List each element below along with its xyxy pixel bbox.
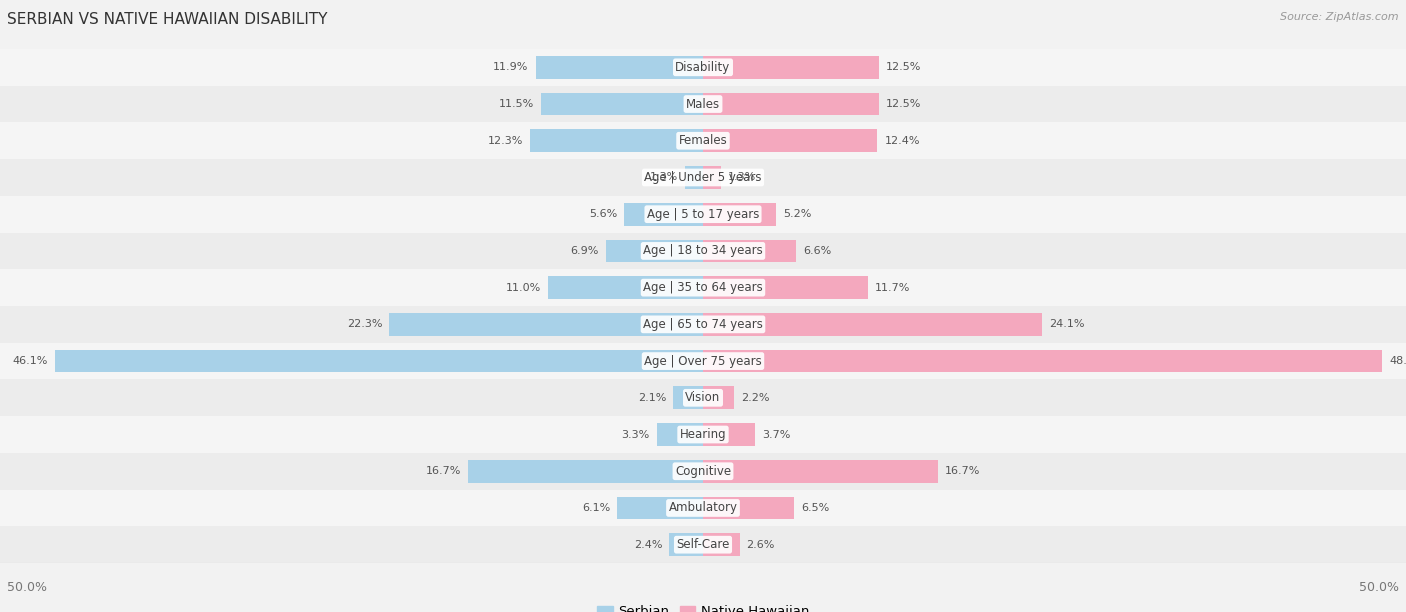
Bar — [536, 56, 703, 79]
Bar — [703, 496, 794, 520]
Bar — [703, 386, 734, 409]
Bar — [548, 276, 703, 299]
Bar — [703, 166, 721, 189]
Bar — [0, 86, 1406, 122]
Text: 22.3%: 22.3% — [347, 319, 382, 329]
Text: 2.1%: 2.1% — [638, 393, 666, 403]
Bar — [0, 526, 1406, 563]
Bar — [703, 533, 740, 556]
Bar — [55, 349, 703, 373]
Bar — [0, 49, 1406, 86]
Bar — [657, 423, 703, 446]
Text: Ambulatory: Ambulatory — [668, 501, 738, 515]
Text: 11.7%: 11.7% — [875, 283, 910, 293]
Text: 1.3%: 1.3% — [728, 173, 756, 182]
Bar — [530, 129, 703, 152]
Bar — [703, 423, 755, 446]
Text: 1.3%: 1.3% — [650, 173, 678, 182]
Text: Age | Under 5 years: Age | Under 5 years — [644, 171, 762, 184]
Text: 24.1%: 24.1% — [1049, 319, 1084, 329]
Text: 12.5%: 12.5% — [886, 62, 921, 72]
Bar — [703, 129, 877, 152]
Text: 46.1%: 46.1% — [13, 356, 48, 366]
Bar — [703, 313, 1042, 336]
Text: 16.7%: 16.7% — [945, 466, 980, 476]
Text: Source: ZipAtlas.com: Source: ZipAtlas.com — [1281, 12, 1399, 22]
Bar — [0, 416, 1406, 453]
Text: 11.0%: 11.0% — [506, 283, 541, 293]
Text: Hearing: Hearing — [679, 428, 727, 441]
Bar — [624, 203, 703, 226]
Bar — [0, 196, 1406, 233]
Bar — [0, 269, 1406, 306]
Text: Cognitive: Cognitive — [675, 465, 731, 478]
Text: 11.9%: 11.9% — [494, 62, 529, 72]
Bar — [0, 306, 1406, 343]
Text: Self-Care: Self-Care — [676, 538, 730, 551]
Bar — [703, 276, 868, 299]
Bar — [0, 453, 1406, 490]
Text: 12.3%: 12.3% — [488, 136, 523, 146]
Bar — [606, 239, 703, 263]
Text: Males: Males — [686, 97, 720, 111]
Text: Age | Over 75 years: Age | Over 75 years — [644, 354, 762, 368]
Bar — [669, 533, 703, 556]
Bar — [389, 313, 703, 336]
Bar — [0, 159, 1406, 196]
Text: 6.1%: 6.1% — [582, 503, 610, 513]
Bar — [673, 386, 703, 409]
Bar — [0, 122, 1406, 159]
Text: SERBIAN VS NATIVE HAWAIIAN DISABILITY: SERBIAN VS NATIVE HAWAIIAN DISABILITY — [7, 12, 328, 28]
Text: 50.0%: 50.0% — [1360, 581, 1399, 594]
Text: Age | 65 to 74 years: Age | 65 to 74 years — [643, 318, 763, 331]
Bar — [703, 203, 776, 226]
Text: 2.6%: 2.6% — [747, 540, 775, 550]
Bar — [468, 460, 703, 483]
Bar — [703, 56, 879, 79]
Text: 6.9%: 6.9% — [571, 246, 599, 256]
Text: Age | 35 to 64 years: Age | 35 to 64 years — [643, 281, 763, 294]
Bar — [703, 239, 796, 263]
Text: Disability: Disability — [675, 61, 731, 74]
Text: 5.2%: 5.2% — [783, 209, 811, 219]
Text: 48.3%: 48.3% — [1389, 356, 1406, 366]
Text: 3.7%: 3.7% — [762, 430, 790, 439]
Bar — [617, 496, 703, 520]
Bar — [0, 233, 1406, 269]
Text: 11.5%: 11.5% — [499, 99, 534, 109]
Text: 2.4%: 2.4% — [634, 540, 662, 550]
Text: Females: Females — [679, 134, 727, 147]
Text: 6.5%: 6.5% — [801, 503, 830, 513]
Bar — [703, 349, 1382, 373]
Text: 12.5%: 12.5% — [886, 99, 921, 109]
Text: 16.7%: 16.7% — [426, 466, 461, 476]
Text: 50.0%: 50.0% — [7, 581, 46, 594]
Text: 12.4%: 12.4% — [884, 136, 920, 146]
Bar — [0, 379, 1406, 416]
Bar — [541, 92, 703, 116]
Bar — [685, 166, 703, 189]
Bar — [0, 343, 1406, 379]
Bar — [703, 92, 879, 116]
Bar — [0, 490, 1406, 526]
Text: 2.2%: 2.2% — [741, 393, 769, 403]
Text: Age | 5 to 17 years: Age | 5 to 17 years — [647, 207, 759, 221]
Text: 6.6%: 6.6% — [803, 246, 831, 256]
Text: Age | 18 to 34 years: Age | 18 to 34 years — [643, 244, 763, 258]
Text: 3.3%: 3.3% — [621, 430, 650, 439]
Bar — [703, 460, 938, 483]
Text: Vision: Vision — [685, 391, 721, 405]
Legend: Serbian, Native Hawaiian: Serbian, Native Hawaiian — [592, 600, 814, 612]
Text: 5.6%: 5.6% — [589, 209, 617, 219]
